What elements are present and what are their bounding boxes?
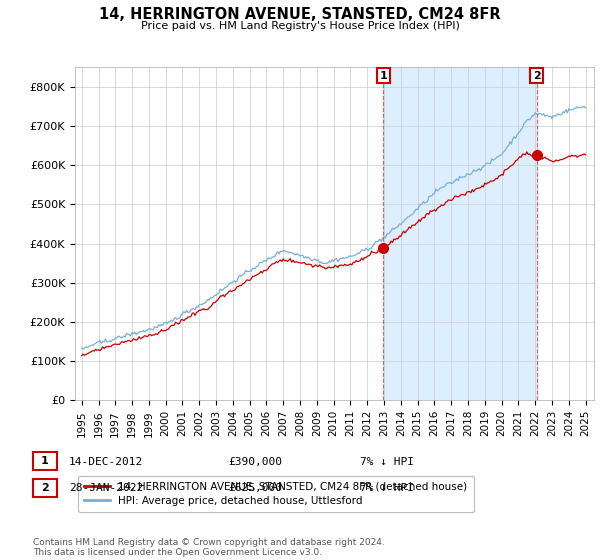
Text: 1: 1 [380,71,387,81]
Text: 1: 1 [41,456,49,466]
Text: 2: 2 [533,71,541,81]
Text: Price paid vs. HM Land Registry's House Price Index (HPI): Price paid vs. HM Land Registry's House … [140,21,460,31]
Text: Contains HM Land Registry data © Crown copyright and database right 2024.
This d: Contains HM Land Registry data © Crown c… [33,538,385,557]
Text: 28-JAN-2022: 28-JAN-2022 [69,483,143,493]
Text: 2: 2 [41,483,49,493]
Bar [383,67,536,400]
Text: £625,000: £625,000 [228,483,282,493]
Text: 7% ↓ HPI: 7% ↓ HPI [360,483,414,493]
Text: 14-DEC-2012: 14-DEC-2012 [69,457,143,467]
Text: 7% ↓ HPI: 7% ↓ HPI [360,457,414,467]
Text: £390,000: £390,000 [228,457,282,467]
Legend: 14, HERRINGTON AVENUE, STANSTED, CM24 8FR (detached house), HPI: Average price, : 14, HERRINGTON AVENUE, STANSTED, CM24 8F… [77,475,473,512]
Text: 14, HERRINGTON AVENUE, STANSTED, CM24 8FR: 14, HERRINGTON AVENUE, STANSTED, CM24 8F… [99,7,501,22]
